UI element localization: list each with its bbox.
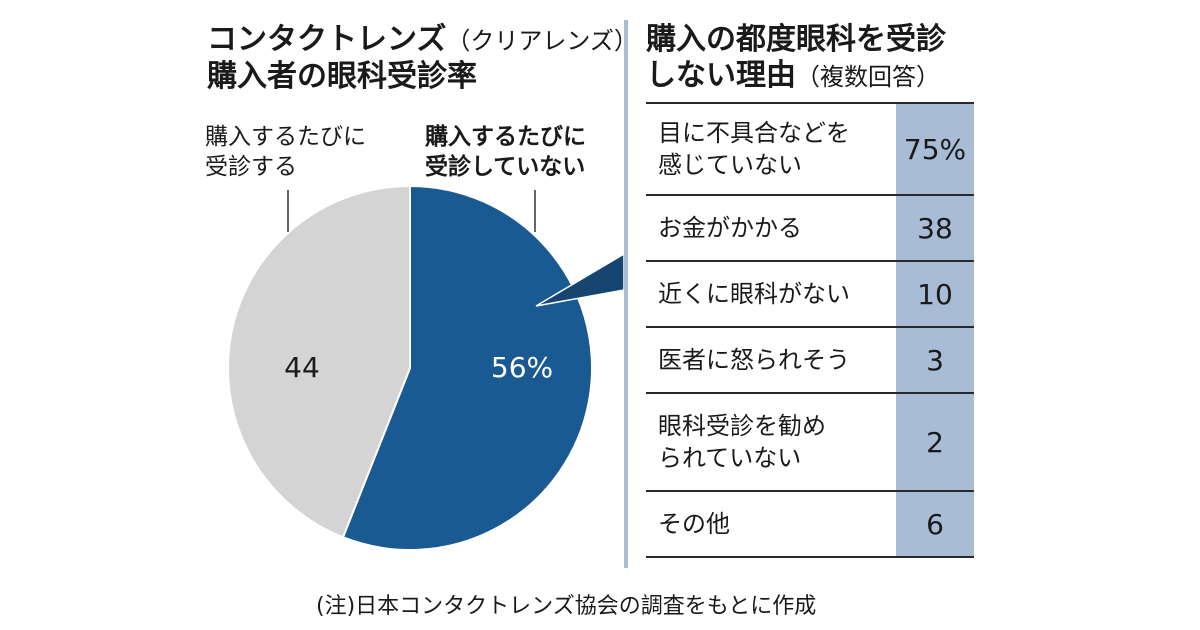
label-not-visits: 購入するたびに 受診していない bbox=[425, 122, 586, 182]
reasons-table: 目に不具合などを 感じていない 75% お金がかかる 38 近くに眼科がない 10 医者に怒ら… bbox=[646, 102, 974, 558]
pie-data-label-not-visits: 56% bbox=[491, 351, 553, 384]
label-not-visits-line1: 購入するたびに bbox=[425, 124, 586, 150]
pie-title-line1: コンタクトレンズ（クリアレンズ） bbox=[207, 22, 638, 59]
reason-label: その他 bbox=[646, 491, 896, 558]
label-not-visits-line2: 受診していない bbox=[425, 154, 586, 180]
label-visits-line1: 購入するたびに bbox=[205, 124, 366, 150]
reasons-title-line2: しない理由（複数回答） bbox=[646, 58, 946, 95]
pie-title: コンタクトレンズ（クリアレンズ） 購入者の眼科受診率 bbox=[207, 22, 638, 95]
reason-label-line: 感じていない bbox=[658, 151, 802, 179]
reason-value: 2 bbox=[896, 393, 974, 492]
reasons-title-sub: （複数回答） bbox=[796, 63, 940, 91]
table-row: 眼科受診を勧め られていない 2 bbox=[646, 393, 974, 492]
reason-label: 眼科受診を勧め られていない bbox=[646, 393, 896, 492]
reason-value: 3 bbox=[896, 327, 974, 394]
reason-label-line: 近くに眼科がない bbox=[658, 280, 850, 308]
reason-value: 6 bbox=[896, 491, 974, 558]
reason-label: 目に不具合などを 感じていない bbox=[646, 102, 896, 196]
label-visits-line2: 受診する bbox=[205, 154, 297, 180]
table-row: 医者に怒られそう 3 bbox=[646, 327, 974, 394]
reason-label-line: 医者に怒られそう bbox=[658, 346, 850, 374]
table-row: 目に不具合などを 感じていない 75% bbox=[646, 102, 974, 196]
divider bbox=[624, 20, 628, 568]
reason-label-line: られていない bbox=[658, 444, 802, 472]
reason-label-line: 目に不具合などを bbox=[658, 119, 850, 147]
table-row: お金がかかる 38 bbox=[646, 195, 974, 262]
label-visits: 購入するたびに 受診する bbox=[205, 122, 366, 182]
reason-value: 75% bbox=[896, 102, 974, 196]
reason-value: 38 bbox=[896, 195, 974, 262]
reason-label-line: その他 bbox=[658, 510, 730, 538]
pie-title-line2: 購入者の眼科受診率 bbox=[207, 59, 477, 94]
table-row: 近くに眼科がない 10 bbox=[646, 261, 974, 328]
reasons-title-line1: 購入の都度眼科を受診 bbox=[646, 22, 946, 57]
pie-title-sub: （クリアレンズ） bbox=[446, 27, 638, 55]
pie-data-label-visits: 44 bbox=[284, 351, 320, 384]
reason-value: 10 bbox=[896, 261, 974, 328]
pie-title-main: コンタクトレンズ bbox=[207, 22, 447, 57]
pie-slice-not-visits bbox=[341, 184, 593, 551]
pie-chart: 56% 44 bbox=[227, 184, 625, 551]
reason-label: 医者に怒られそう bbox=[646, 327, 896, 394]
reason-label-line: 眼科受診を勧め bbox=[658, 412, 826, 440]
reason-label-line: お金がかかる bbox=[658, 214, 802, 242]
reason-label: 近くに眼科がない bbox=[646, 261, 896, 328]
reasons-title: 購入の都度眼科を受診 しない理由（複数回答） bbox=[646, 22, 946, 95]
reason-label: お金がかかる bbox=[646, 195, 896, 262]
table-row: その他 6 bbox=[646, 491, 974, 558]
reasons-title-main: しない理由 bbox=[646, 58, 796, 93]
pie-slice-visits bbox=[227, 184, 411, 539]
source-note: (注)日本コンタクトレンズ協会の調査をもとに作成 bbox=[316, 594, 817, 619]
